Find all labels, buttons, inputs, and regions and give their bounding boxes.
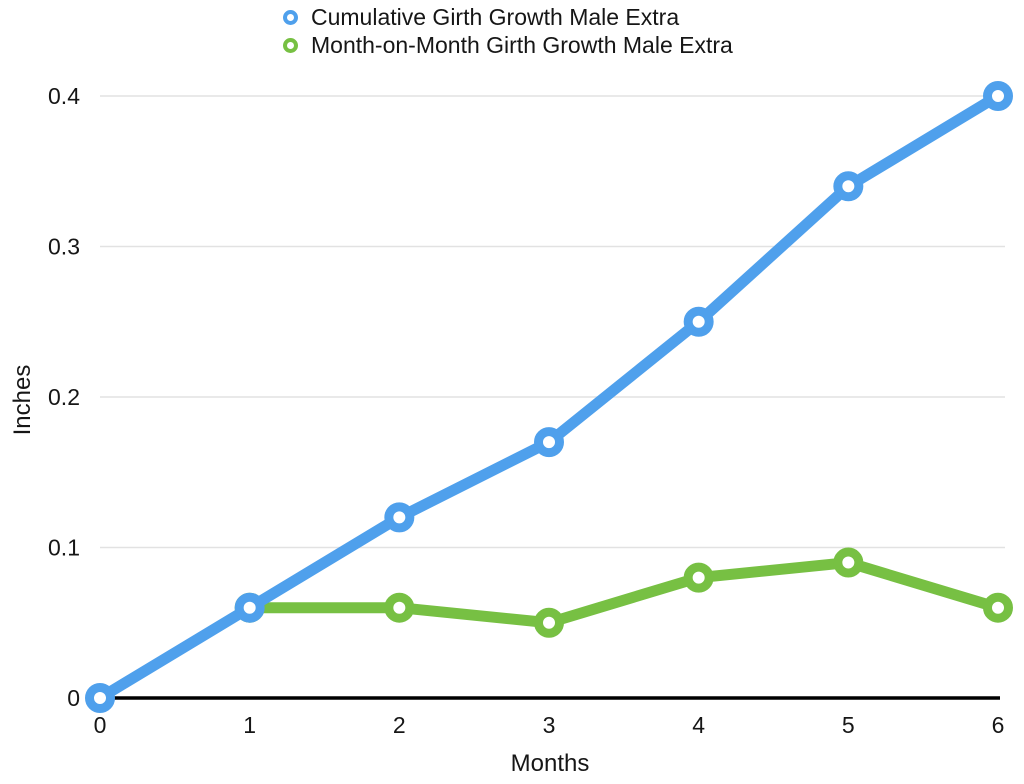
data-point-marker-series-0 (534, 427, 564, 458)
series-line-1 (244, 557, 1004, 629)
x-tick-label-0: 0 (94, 712, 107, 738)
gridlines (100, 95, 1005, 549)
legend-item-cumulative: Cumulative Girth Growth Male Extra (283, 4, 733, 31)
data-point-marker-series-0 (85, 683, 115, 713)
data-point-marker-series-0 (983, 81, 1013, 111)
y-tick-label-0.2: 0.2 (48, 384, 80, 410)
legend-marker-cumulative-icon (283, 10, 298, 25)
y-tick-label-0.1: 0.1 (48, 535, 80, 561)
series-layer (85, 81, 1013, 713)
y-axis-tick-labels: 0 0.1 0.2 0.3 0.4 (48, 83, 80, 711)
x-tick-label-3: 3 (543, 712, 556, 738)
x-axis-title: Months (511, 750, 590, 777)
data-point-marker-series-1 (983, 592, 1013, 623)
data-point-marker-series-1 (384, 592, 415, 623)
x-axis-tick-labels: 0 1 2 3 4 5 6 (94, 712, 1005, 738)
data-point-marker-series-0 (384, 502, 415, 533)
x-tick-label-1: 1 (243, 712, 256, 738)
x-tick-label-4: 4 (692, 712, 705, 738)
chart-legend: Cumulative Girth Growth Male Extra Month… (283, 4, 733, 59)
x-tick-label-2: 2 (393, 712, 406, 738)
x-tick-label-5: 5 (842, 712, 855, 738)
y-axis-title: Inches (9, 365, 36, 436)
legend-marker-month-on-month-icon (283, 38, 298, 53)
legend-label-month-on-month: Month-on-Month Girth Growth Male Extra (311, 32, 733, 58)
legend-label-cumulative: Cumulative Girth Growth Male Extra (311, 4, 680, 30)
x-tick-label-6: 6 (992, 712, 1005, 738)
data-point-marker-series-1 (683, 562, 714, 593)
data-point-marker-series-0 (833, 171, 864, 202)
y-tick-label-0.3: 0.3 (48, 234, 80, 260)
data-point-marker-series-1 (833, 547, 864, 578)
data-point-marker-series-1 (534, 607, 564, 638)
data-point-marker-series-0 (683, 306, 714, 337)
y-tick-label-0: 0 (67, 685, 80, 711)
legend-item-month-on-month: Month-on-Month Girth Growth Male Extra (283, 32, 733, 59)
data-point-marker-series-0 (234, 592, 265, 623)
y-tick-label-0.4: 0.4 (48, 83, 80, 109)
